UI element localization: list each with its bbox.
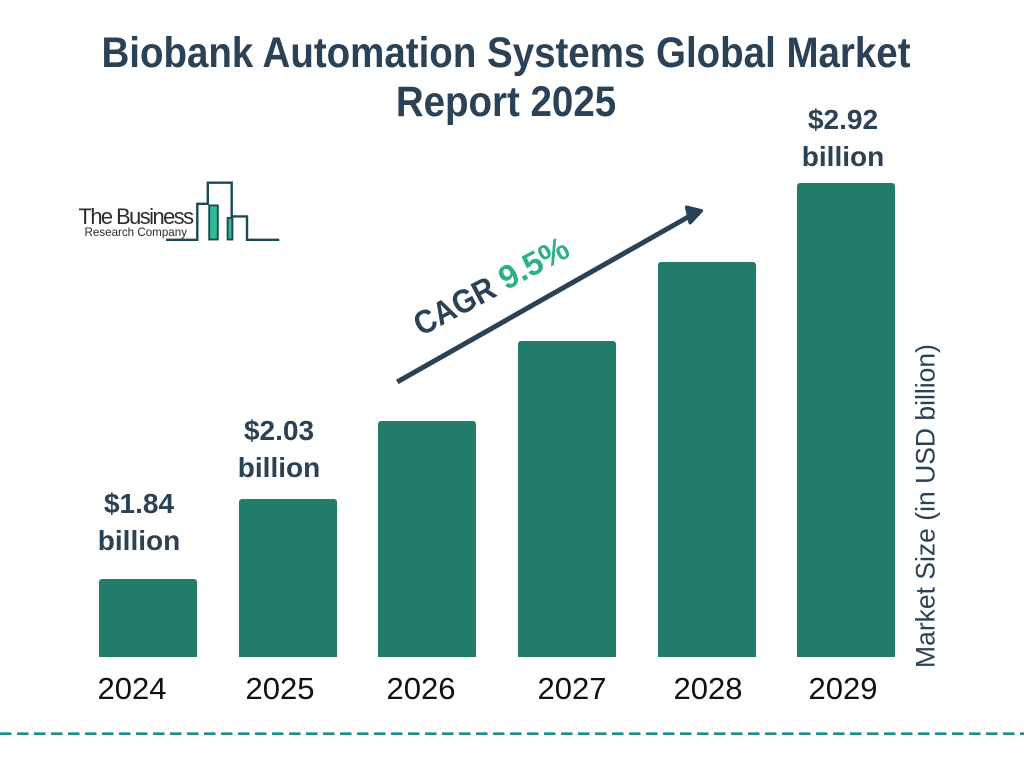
svg-text:The Business: The Business [79, 204, 195, 229]
svg-text:Research Company: Research Company [85, 226, 188, 239]
